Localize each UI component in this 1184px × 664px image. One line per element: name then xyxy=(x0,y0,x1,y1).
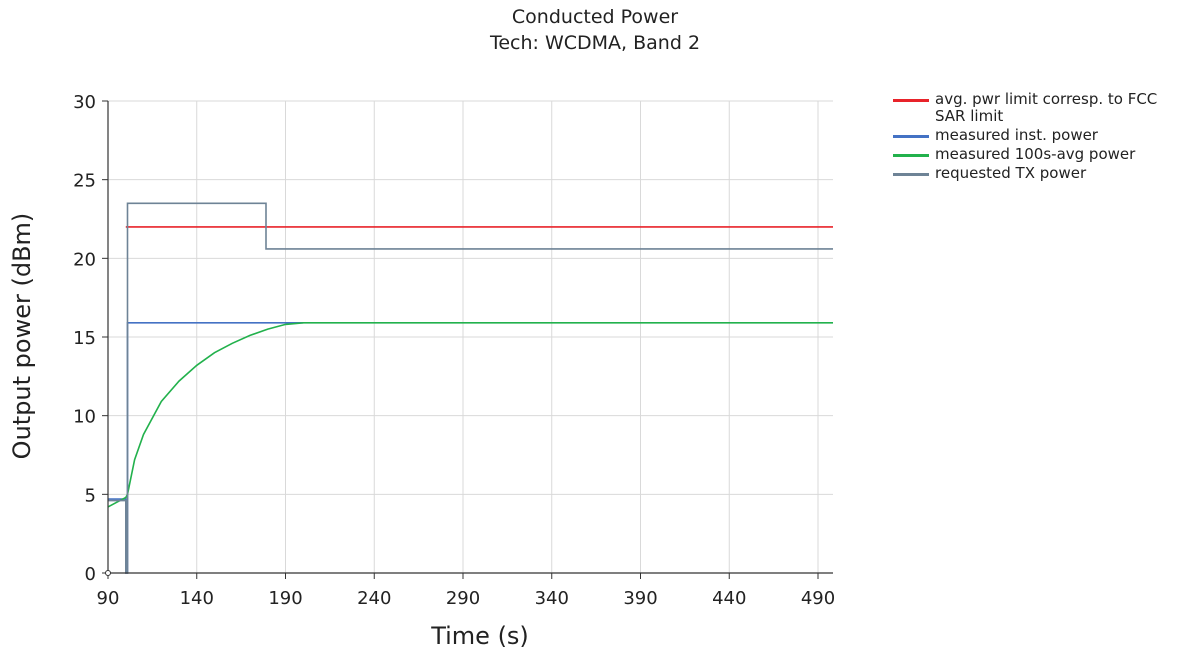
legend-label: avg. pwr limit corresp. to FCC SAR limit xyxy=(935,90,1158,125)
tick-labels: 90 140 190 240 290 340 390 440 490 0 5 10 15 20 25 30 xyxy=(73,92,835,609)
chart-title: Conducted Power xyxy=(511,6,679,28)
x-tick-label: 140 xyxy=(180,588,214,609)
series-line-2 xyxy=(108,321,304,574)
legend-label: requested TX power xyxy=(935,164,1087,182)
legend-label: measured inst. power xyxy=(935,126,1098,144)
y-tick-label: 15 xyxy=(73,328,96,349)
y-tick-label: 0 xyxy=(85,564,96,585)
y-axis-label: Output power (dBm) xyxy=(8,212,36,460)
legend-item: avg. pwr limit corresp. to FCC SAR limit xyxy=(893,91,1183,125)
y-tick-label: 30 xyxy=(73,92,96,113)
legend-swatch xyxy=(893,154,929,157)
y-tick-label: 10 xyxy=(73,407,96,428)
origin-marker xyxy=(105,570,111,576)
x-tick-label: 340 xyxy=(535,588,569,609)
x-tick-label: 490 xyxy=(801,588,835,609)
legend-item: measured 100s-avg power xyxy=(893,146,1183,163)
x-tick-label: 390 xyxy=(623,588,657,609)
series-line-4 xyxy=(108,202,833,574)
series-line-3 xyxy=(107,321,833,508)
x-tick-label: 190 xyxy=(268,588,302,609)
x-axis-label: Time (s) xyxy=(431,622,529,650)
legend-label: measured 100s-avg power xyxy=(935,145,1136,163)
y-tick-label: 20 xyxy=(73,249,96,270)
x-tick-label: 240 xyxy=(357,588,391,609)
legend-swatch xyxy=(893,135,929,138)
legend-item: measured inst. power xyxy=(893,127,1183,144)
x-tick-label: 90 xyxy=(97,588,120,609)
grid-lines xyxy=(108,100,833,573)
y-tick-label: 5 xyxy=(85,485,96,506)
axes xyxy=(102,100,833,579)
chart-subtitle: Tech: WCDMA, Band 2 xyxy=(489,32,701,54)
x-tick-label: 290 xyxy=(446,588,480,609)
legend: avg. pwr limit corresp. to FCC SAR limit… xyxy=(893,91,1183,184)
y-tick-label: 25 xyxy=(73,171,96,192)
x-tick-label: 440 xyxy=(712,588,746,609)
legend-swatch xyxy=(893,173,929,176)
legend-swatch xyxy=(893,99,929,102)
legend-item: requested TX power xyxy=(893,165,1183,182)
